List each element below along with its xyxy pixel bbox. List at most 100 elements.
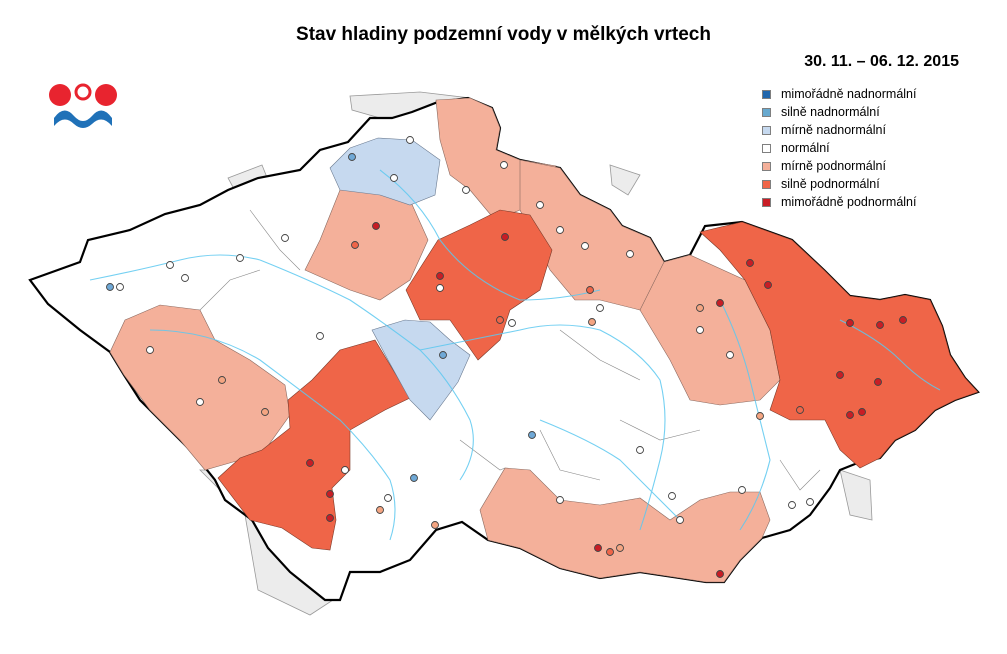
logo-circle-right	[95, 84, 117, 106]
well-marker	[431, 521, 439, 529]
well-marker	[806, 498, 814, 506]
well-marker	[858, 408, 866, 416]
well-marker	[606, 548, 614, 556]
well-marker	[436, 272, 444, 280]
well-marker	[496, 316, 504, 324]
well-marker	[594, 544, 602, 552]
catchment-boundaries	[199, 209, 821, 491]
well-marker	[326, 514, 334, 522]
wells-strongly-subnormal	[351, 241, 804, 556]
well-marker	[846, 319, 854, 327]
legend-item-7: mimořádně podnormální	[762, 193, 917, 211]
well-marker	[261, 408, 269, 416]
legend-swatch	[762, 89, 771, 99]
legend-item-1: mimořádně nadnormální	[762, 85, 917, 103]
well-marker	[348, 153, 356, 161]
well-marker	[462, 186, 470, 194]
well-marker	[306, 459, 314, 467]
region-mildly-subnormal	[109, 97, 781, 583]
well-marker	[756, 412, 764, 420]
well-marker	[846, 411, 854, 419]
well-marker	[106, 283, 114, 291]
well-marker	[390, 174, 398, 182]
well-marker	[218, 376, 226, 384]
well-marker	[899, 316, 907, 324]
well-marker	[716, 570, 724, 578]
well-marker	[146, 346, 154, 354]
well-marker	[508, 319, 516, 327]
legend: mimořádně nadnormální silně nadnormální …	[762, 85, 917, 211]
well-marker	[726, 351, 734, 359]
well-marker	[746, 259, 754, 267]
well-marker	[501, 233, 509, 241]
well-marker	[626, 250, 634, 258]
legend-label: normální	[781, 141, 830, 155]
well-marker	[406, 136, 414, 144]
well-marker	[764, 281, 772, 289]
well-marker	[384, 494, 392, 502]
well-marker	[696, 304, 704, 312]
well-marker	[326, 490, 334, 498]
wells-extremely-subnormal	[306, 222, 907, 578]
legend-swatch	[762, 179, 771, 189]
well-marker	[696, 326, 704, 334]
well-marker	[836, 371, 844, 379]
well-marker	[636, 446, 644, 454]
well-marker	[410, 474, 418, 482]
well-marker	[166, 261, 174, 269]
well-marker	[616, 544, 624, 552]
well-marker	[588, 318, 596, 326]
well-marker	[436, 284, 444, 292]
well-marker	[668, 492, 676, 500]
well-marker	[351, 241, 359, 249]
legend-swatch	[762, 143, 771, 153]
well-marker	[556, 496, 564, 504]
period-label: 30. 11. – 06. 12. 2015	[804, 53, 959, 70]
legend-swatch	[762, 107, 771, 117]
legend-label: mimořádně nadnormální	[781, 87, 917, 101]
well-marker	[181, 274, 189, 282]
well-marker	[676, 516, 684, 524]
well-marker	[341, 466, 349, 474]
legend-label: mimořádně podnormální	[781, 195, 917, 209]
legend-item-6: silně podnormální	[762, 175, 917, 193]
legend-swatch	[762, 125, 771, 135]
well-marker	[586, 286, 594, 294]
well-marker	[874, 378, 882, 386]
wells-normal	[116, 136, 814, 524]
well-marker	[500, 161, 508, 169]
well-marker	[596, 304, 604, 312]
well-marker	[581, 242, 589, 250]
logo-wave-icon	[54, 110, 112, 128]
wells-mildly-abovenormal	[106, 153, 536, 482]
well-marker	[236, 254, 244, 262]
well-marker	[376, 506, 384, 514]
well-marker	[196, 398, 204, 406]
well-marker	[536, 201, 544, 209]
legend-item-4: normální	[762, 139, 917, 157]
legend-item-2: silně nadnormální	[762, 103, 917, 121]
legend-label: mírně podnormální	[781, 159, 886, 173]
map-title: Stav hladiny podzemní vody v mělkých vrt…	[296, 24, 711, 45]
legend-item-3: mírně nadnormální	[762, 121, 917, 139]
logo-circle-middle	[74, 83, 92, 101]
legend-label: silně podnormální	[781, 177, 880, 191]
wells-mildly-subnormal	[218, 304, 764, 552]
well-marker	[439, 351, 447, 359]
legend-swatch	[762, 161, 771, 171]
well-marker	[788, 501, 796, 509]
well-marker	[556, 226, 564, 234]
legend-label: mírně nadnormální	[781, 123, 886, 137]
well-marker	[372, 222, 380, 230]
logo-circle-left	[49, 84, 71, 106]
legend-item-5: mírně podnormální	[762, 157, 917, 175]
well-marker	[738, 486, 746, 494]
legend-label: silně nadnormální	[781, 105, 880, 119]
well-marker	[528, 431, 536, 439]
well-marker	[716, 299, 724, 307]
well-marker	[116, 283, 124, 291]
well-marker	[281, 234, 289, 242]
legend-swatch	[762, 197, 771, 207]
chmi-logo-icon	[49, 83, 117, 128]
well-marker	[876, 321, 884, 329]
